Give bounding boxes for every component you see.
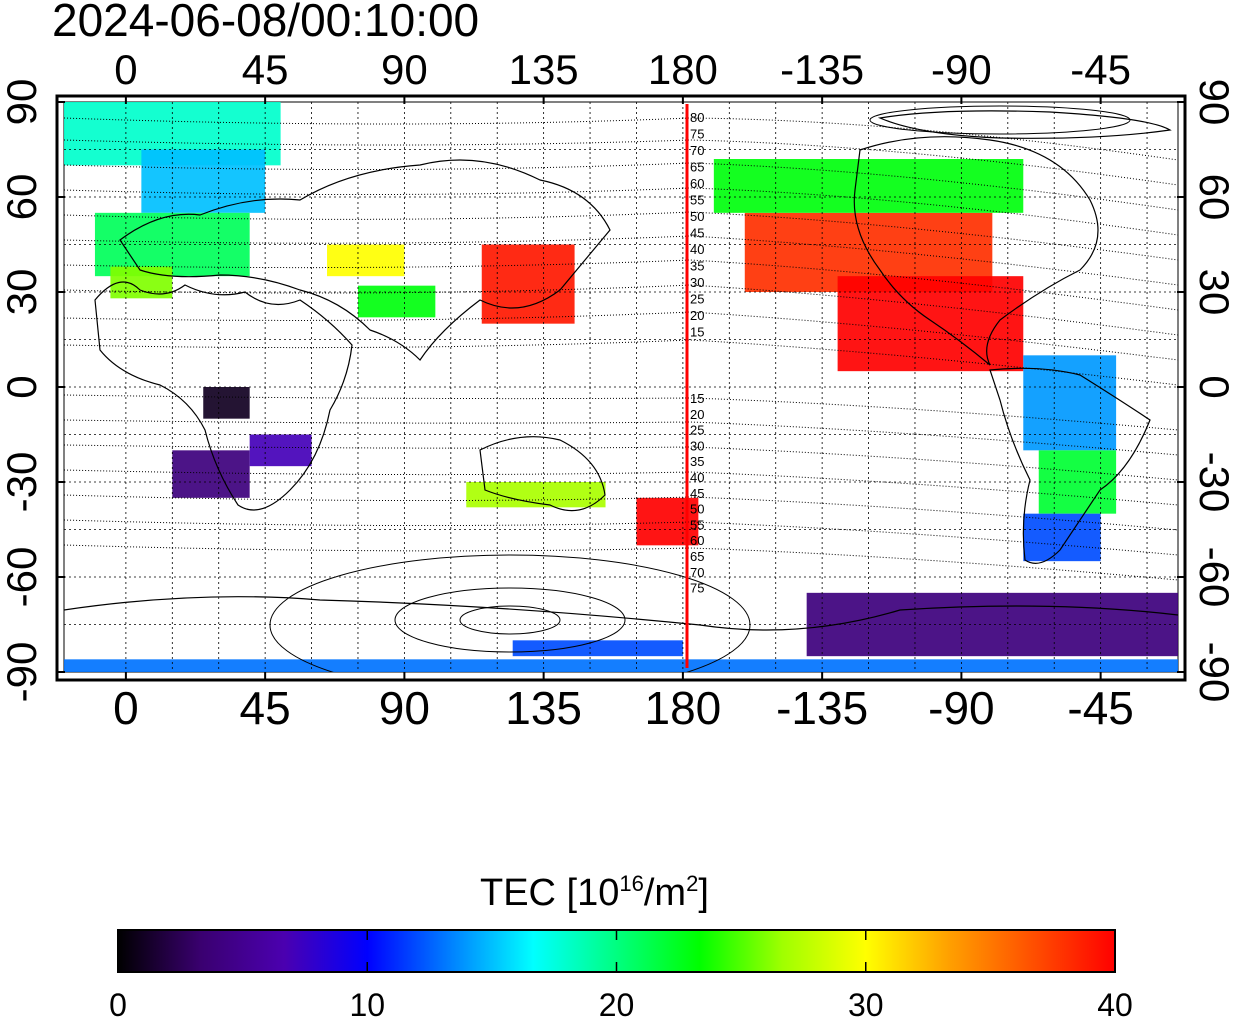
graticule [64,102,1178,672]
contour-label: 35 [690,259,704,274]
lon-tick-label: -90 [931,46,992,93]
lon-tick-label: 180 [648,46,718,93]
lon-tick-label: 45 [240,682,291,734]
coastlines [64,110,1178,631]
lon-tick-label: 180 [645,682,722,734]
contour-label: 75 [690,127,704,142]
bottom-longitude-axis: 0 45 90 135 180 -135 -90 -45 [113,672,1134,734]
tec-data-layer [64,102,1178,672]
colorbar-tick-label: 0 [109,987,127,1021]
colorbar-tick-label: 10 [349,987,385,1021]
lat-tick-label: -30 [0,452,45,513]
tec-region-6 [481,244,575,324]
contour-label: 50 [690,502,704,517]
lat-tick-label: 90 [0,79,45,126]
contour-label: 15 [690,391,704,406]
contour-label: 65 [690,160,704,175]
contour-label: 45 [690,226,704,241]
tec-region-14 [172,450,250,498]
lat-tick-label: 60 [1191,174,1235,221]
lon-tick-label: -90 [928,682,994,734]
lon-tick-label: 135 [505,682,582,734]
contour-label: 30 [690,438,704,453]
timestamp-title: 2024-06-08/00:10:00 [52,0,479,46]
lat-tick-label: -60 [1191,547,1235,608]
colorbar-tick-label: 20 [599,987,635,1021]
contour-label: 40 [690,470,704,485]
contour-label: 40 [690,242,704,257]
contour-label: 25 [690,423,704,438]
right-latitude-axis: 90 60 30 0 -30 -60 -90 [1177,79,1235,703]
colorbar-title: TEC [1016/m2] [480,871,709,914]
contour-label: 60 [690,533,704,548]
lat-tick-label: 0 [0,375,45,398]
polar-contours [269,105,1131,672]
lat-tick-label: 0 [1191,375,1235,398]
contour-label: 75 [690,581,704,596]
contour-label: 65 [690,549,704,564]
lon-tick-label: 135 [509,46,579,93]
top-longitude-axis: 0 45 90 135 180 -135 -90 -45 [114,46,1131,104]
lat-tick-label: -90 [1191,642,1235,703]
contour-label: 15 [690,325,704,340]
lat-tick-label: -60 [0,547,45,608]
tec-region-1 [141,149,266,213]
tec-region-8 [837,276,1024,372]
tec-region-4 [327,244,405,277]
contour-label: 30 [690,275,704,290]
colorbar-tick-label: 40 [1097,987,1133,1021]
tec-region-13 [203,387,250,419]
lon-tick-label: 45 [242,46,289,93]
tec-region-12 [1023,513,1101,562]
lat-tick-label: 90 [1191,79,1235,126]
contour-label: 20 [690,308,704,323]
lon-tick-label: -135 [780,46,864,93]
lon-tick-label: -45 [1070,46,1131,93]
contour-label: 80 [690,110,704,125]
tec-region-15 [249,434,312,467]
lat-tick-label: 30 [0,269,45,316]
lon-tick-label: 0 [114,46,137,93]
tec-region-19 [806,592,1178,657]
tec-region-10 [1023,355,1117,451]
contour-label: 20 [690,407,704,422]
lon-tick-label: -45 [1067,682,1133,734]
lat-tick-label: -90 [0,642,45,703]
lat-tick-label: -30 [1191,452,1235,513]
lon-tick-label: 90 [381,46,428,93]
contour-label: 70 [690,143,704,158]
contour-label: 70 [690,565,704,580]
lon-tick-label: -135 [776,682,868,734]
magnetic-contours [64,117,1178,581]
tec-region-20 [64,659,1178,672]
tec-region-5 [357,285,436,318]
colorbar-tick-label: 30 [848,987,884,1021]
contour-label: 25 [690,292,704,307]
lat-tick-label: 60 [0,174,45,221]
contour-label: 35 [690,454,704,469]
colorbar-ticks: 0 10 20 30 40 [109,930,1133,1021]
contour-label: 50 [690,209,704,224]
tec-region-18 [512,640,683,657]
contour-label: 55 [690,193,704,208]
contour-label: 55 [690,517,704,532]
lon-tick-label: 0 [113,682,139,734]
contour-label: 45 [690,486,704,501]
left-latitude-axis: 90 60 30 0 -30 -60 -90 [0,79,65,703]
contour-label: 60 [690,176,704,191]
tec-region-11 [1038,450,1117,514]
lat-tick-label: 30 [1191,269,1235,316]
lon-tick-label: 90 [379,682,430,734]
